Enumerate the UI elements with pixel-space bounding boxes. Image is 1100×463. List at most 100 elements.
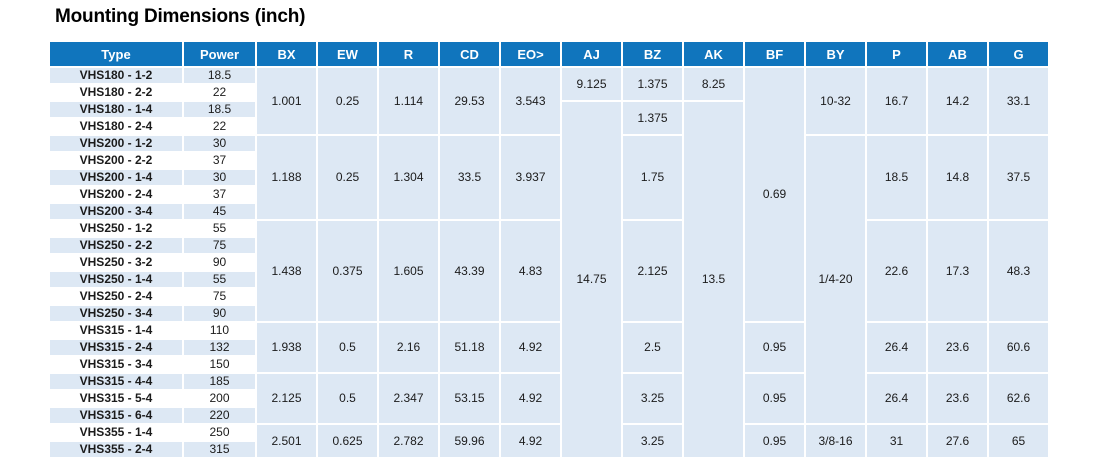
column-header-p: P xyxy=(865,40,928,68)
cell-bx: 1.938 xyxy=(255,321,318,374)
column-header-ak: AK xyxy=(682,40,745,68)
power-cell: 185 xyxy=(182,372,257,391)
table-row: VHS355 - 1-4 250 2.501 0.625 2.782 59.96 4.92 3… xyxy=(48,423,1050,459)
table-row: VHS200 - 3-4 45 xyxy=(48,202,1049,221)
cell-g: 65 xyxy=(987,423,1050,459)
table-row: VHS315 - 5-4 200 xyxy=(48,389,1049,408)
cell-g: 37.5 xyxy=(987,134,1050,221)
cell-bz: 1.375 xyxy=(621,100,684,136)
cell-eo: 3.937 xyxy=(499,134,562,221)
table-row: VHS200 - 1-4 30 xyxy=(48,168,1049,187)
cell-bf: 0.69 xyxy=(743,66,806,323)
cell-r: 1.114 xyxy=(377,66,440,136)
column-header-bx: BX xyxy=(255,40,318,68)
table-row: VHS250 - 2-4 75 xyxy=(48,287,1049,306)
column-header-ew: EW xyxy=(316,40,379,68)
column-header-bf: BF xyxy=(743,40,806,68)
table-header-row: Type Power BX EW R CD EO> AJ BZ AK BF BY P AB G xyxy=(48,40,1050,68)
power-cell: 90 xyxy=(182,253,257,272)
cell-bf: 0.95 xyxy=(743,321,806,374)
power-cell: 37 xyxy=(182,151,257,170)
power-cell: 90 xyxy=(182,304,257,323)
column-header-eo: EO> xyxy=(499,40,562,68)
cell-p: 16.7 xyxy=(865,66,928,136)
power-cell: 110 xyxy=(182,321,257,340)
cell-by: 10-32 xyxy=(804,66,867,136)
power-cell: 250 xyxy=(182,423,257,442)
cell-ew: 0.625 xyxy=(316,423,379,459)
cell-r: 2.16 xyxy=(377,321,440,374)
type-cell: VHS180 - 1-4 xyxy=(48,100,184,119)
type-cell: VHS315 - 3-4 xyxy=(48,355,184,374)
table-row: VHS355 - 2-4 315 xyxy=(48,440,1049,459)
table-row: VHS315 - 2-4 132 xyxy=(48,338,1049,357)
type-cell: VHS180 - 2-2 xyxy=(48,83,184,102)
power-cell: 22 xyxy=(182,117,257,136)
column-header-cd: CD xyxy=(438,40,501,68)
cell-bz: 2.125 xyxy=(621,219,684,323)
cell-g: 48.3 xyxy=(987,219,1050,323)
table-row: VHS180 - 2-4 22 xyxy=(48,117,1049,136)
type-cell: VHS315 - 5-4 xyxy=(48,389,184,408)
cell-g: 62.6 xyxy=(987,372,1050,425)
cell-eo: 4.92 xyxy=(499,321,562,374)
cell-ab: 23.6 xyxy=(926,372,989,425)
cell-aj: 14.75 xyxy=(560,100,623,459)
cell-eo: 4.92 xyxy=(499,423,562,459)
table-row: VHS315 - 4-4 185 2.125 0.5 2.347 53.15 4.92 3.2… xyxy=(48,372,1050,425)
cell-bz: 1.75 xyxy=(621,134,684,221)
power-cell: 200 xyxy=(182,389,257,408)
power-cell: 75 xyxy=(182,287,257,306)
cell-ak: 13.5 xyxy=(682,100,745,459)
page-title: Mounting Dimensions (inch) xyxy=(55,6,306,27)
type-cell: VHS250 - 2-4 xyxy=(48,287,184,306)
cell-ab: 17.3 xyxy=(926,219,989,323)
cell-bx: 2.501 xyxy=(255,423,318,459)
type-cell: VHS315 - 4-4 xyxy=(48,372,184,391)
power-cell: 18.5 xyxy=(182,100,257,119)
cell-bx: 1.438 xyxy=(255,219,318,323)
cell-p: 26.4 xyxy=(865,321,928,374)
cell-ab: 14.8 xyxy=(926,134,989,221)
type-cell: VHS355 - 1-4 xyxy=(48,423,184,442)
power-cell: 55 xyxy=(182,219,257,238)
cell-bx: 1.001 xyxy=(255,66,318,136)
cell-by: 1/4-20 xyxy=(804,134,867,425)
cell-ab: 14.2 xyxy=(926,66,989,136)
cell-bz: 1.375 xyxy=(621,66,684,102)
power-cell: 220 xyxy=(182,406,257,425)
cell-cd: 33.5 xyxy=(438,134,501,221)
power-cell: 22 xyxy=(182,83,257,102)
cell-ew: 0.5 xyxy=(316,372,379,425)
table-row: VHS200 - 1-2 30 1.188 0.25 1.304 33.5 3.937 1.7… xyxy=(48,134,1050,425)
table-row: VHS315 - 6-4 220 xyxy=(48,406,1049,425)
type-cell: VHS315 - 2-4 xyxy=(48,338,184,357)
column-header-ab: AB xyxy=(926,40,989,68)
cell-bx: 2.125 xyxy=(255,372,318,425)
cell-bz: 2.5 xyxy=(621,321,684,374)
column-header-g: G xyxy=(987,40,1050,68)
cell-r: 1.605 xyxy=(377,219,440,323)
cell-eo: 4.92 xyxy=(499,372,562,425)
table-row: VHS315 - 3-4 150 xyxy=(48,355,1049,374)
type-cell: VHS250 - 3-4 xyxy=(48,304,184,323)
column-header-power: Power xyxy=(182,40,257,68)
cell-eo: 4.83 xyxy=(499,219,562,323)
cell-cd: 53.15 xyxy=(438,372,501,425)
type-cell: VHS180 - 1-2 xyxy=(48,66,184,85)
cell-p: 22.6 xyxy=(865,219,928,323)
power-cell: 55 xyxy=(182,270,257,289)
type-cell: VHS200 - 3-4 xyxy=(48,202,184,221)
power-cell: 75 xyxy=(182,236,257,255)
type-cell: VHS200 - 2-4 xyxy=(48,185,184,204)
type-cell: VHS250 - 3-2 xyxy=(48,253,184,272)
cell-g: 60.6 xyxy=(987,321,1050,374)
table-row: VHS180 - 2-2 22 xyxy=(48,83,1049,102)
column-header-bz: BZ xyxy=(621,40,684,68)
column-header-r: R xyxy=(377,40,440,68)
power-cell: 30 xyxy=(182,134,257,153)
power-cell: 150 xyxy=(182,355,257,374)
cell-r: 2.347 xyxy=(377,372,440,425)
cell-p: 18.5 xyxy=(865,134,928,221)
cell-g: 33.1 xyxy=(987,66,1050,136)
